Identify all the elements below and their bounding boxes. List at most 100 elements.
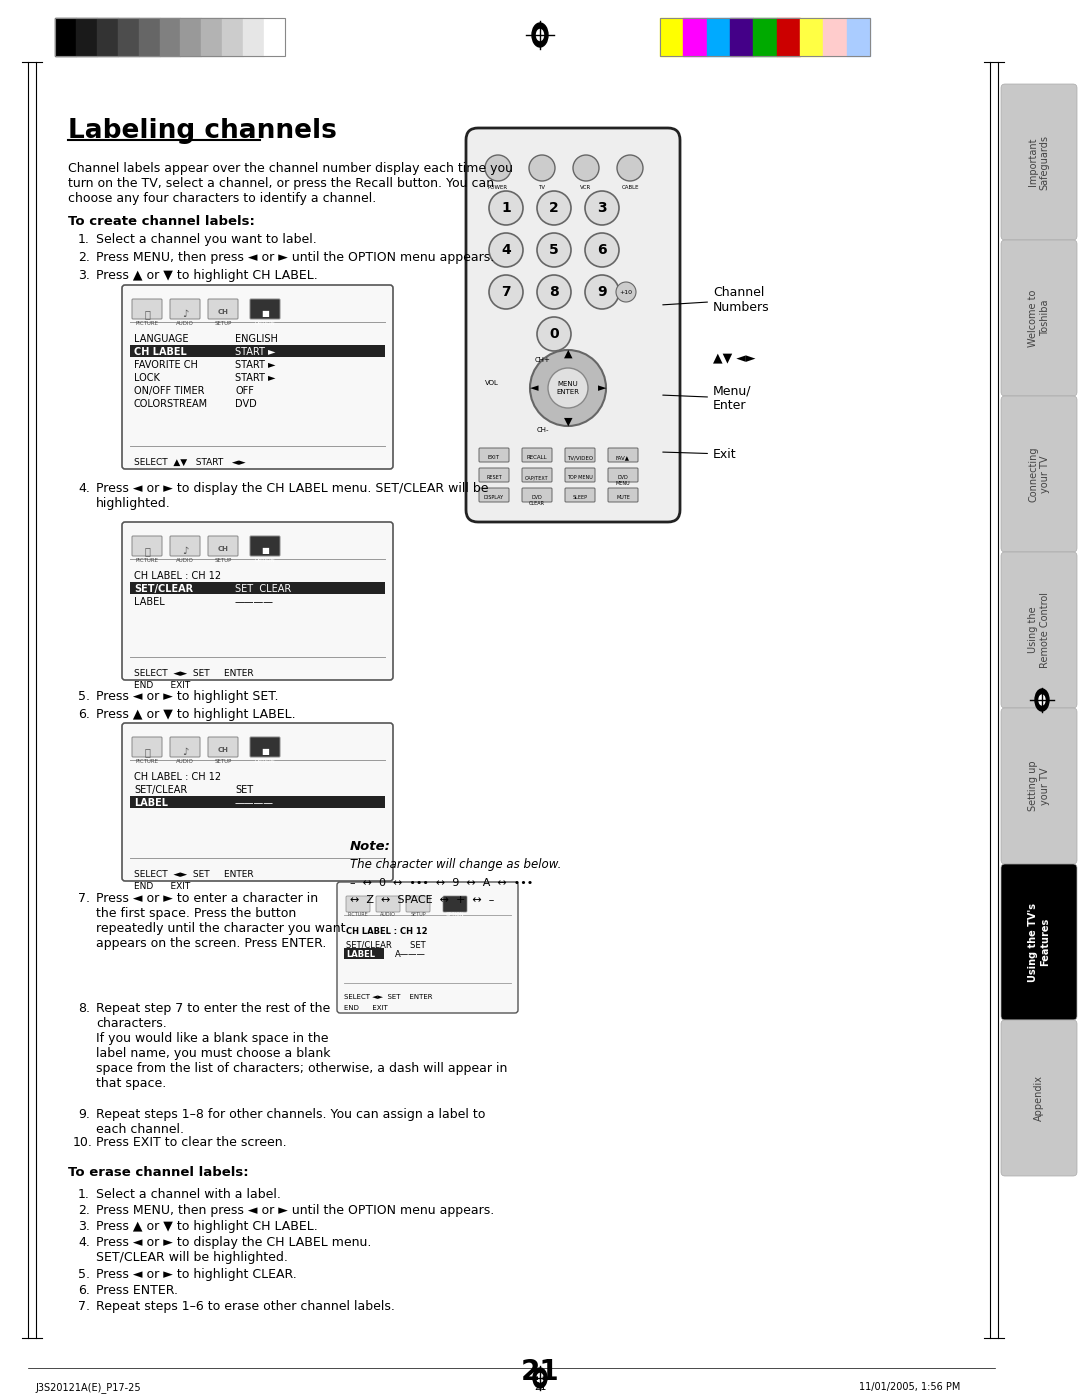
Text: Press MENU, then press ◄ or ► until the OPTION menu appears.: Press MENU, then press ◄ or ► until the … — [96, 1203, 495, 1217]
Text: Press ▲ or ▼ to highlight LABEL.: Press ▲ or ▼ to highlight LABEL. — [96, 708, 296, 720]
Text: CH LABEL : CH 12: CH LABEL : CH 12 — [346, 927, 428, 935]
Text: J3S20121A(E)_P17-25: J3S20121A(E)_P17-25 — [35, 1382, 140, 1393]
Text: Appendix: Appendix — [1034, 1075, 1044, 1121]
Circle shape — [585, 191, 619, 225]
Text: OPTION: OPTION — [255, 321, 275, 327]
Text: 8: 8 — [549, 285, 558, 299]
Text: Press ◄ or ► to highlight CLEAR.: Press ◄ or ► to highlight CLEAR. — [96, 1268, 297, 1282]
Text: ⛰: ⛰ — [144, 546, 150, 556]
Bar — [800, 18, 823, 56]
FancyBboxPatch shape — [170, 737, 200, 757]
Text: ♪: ♪ — [181, 546, 188, 556]
Text: MUTE: MUTE — [616, 496, 630, 500]
Text: Select a channel you want to label.: Select a channel you want to label. — [96, 233, 316, 246]
Text: START ►: START ► — [235, 348, 275, 357]
Text: VCR: VCR — [580, 186, 592, 190]
Text: Select a channel with a label.: Select a channel with a label. — [96, 1188, 281, 1201]
FancyBboxPatch shape — [337, 882, 518, 1013]
Text: Press ◄ or ► to display the CH LABEL menu. SET/CLEAR will be
highlighted.: Press ◄ or ► to display the CH LABEL men… — [96, 482, 488, 510]
FancyBboxPatch shape — [522, 468, 552, 482]
Circle shape — [548, 369, 588, 408]
Text: DVD
CLEAR: DVD CLEAR — [529, 496, 545, 505]
Text: Press ◄ or ► to display the CH LABEL menu.
SET/CLEAR will be highlighted.: Press ◄ or ► to display the CH LABEL men… — [96, 1235, 372, 1263]
Text: SETUP: SETUP — [214, 759, 232, 764]
Text: Note:: Note: — [350, 840, 391, 853]
Text: SELECT  ◄►  SET     ENTER: SELECT ◄► SET ENTER — [134, 669, 254, 678]
Text: AUDIO: AUDIO — [380, 912, 396, 917]
Text: 9: 9 — [597, 285, 607, 299]
FancyBboxPatch shape — [132, 536, 162, 556]
Bar — [130, 345, 384, 357]
FancyBboxPatch shape — [122, 285, 393, 469]
Text: CH: CH — [217, 309, 229, 315]
Circle shape — [537, 233, 571, 267]
Text: PICTURE: PICTURE — [135, 759, 159, 764]
Text: CH LABEL: CH LABEL — [134, 348, 187, 357]
Text: Channel
Numbers: Channel Numbers — [663, 286, 770, 314]
Bar — [345, 948, 384, 959]
Circle shape — [585, 233, 619, 267]
Bar — [243, 18, 265, 56]
Text: AUDIO: AUDIO — [176, 558, 194, 563]
FancyBboxPatch shape — [1001, 240, 1077, 396]
Text: 6: 6 — [597, 243, 607, 257]
Circle shape — [617, 155, 643, 181]
FancyBboxPatch shape — [565, 448, 595, 462]
Text: CH: CH — [217, 546, 229, 551]
Text: Press MENU, then press ◄ or ► until the OPTION menu appears.: Press MENU, then press ◄ or ► until the … — [96, 251, 495, 264]
Bar — [201, 18, 222, 56]
Text: 4.: 4. — [78, 482, 90, 496]
Bar — [130, 582, 384, 595]
Text: 1.: 1. — [78, 233, 90, 246]
Text: Press ◄ or ► to enter a character in
the first space. Press the button
repeatedl: Press ◄ or ► to enter a character in the… — [96, 892, 346, 951]
FancyBboxPatch shape — [170, 536, 200, 556]
Bar — [265, 18, 285, 56]
Text: Labeling channels: Labeling channels — [68, 119, 337, 144]
Text: 4: 4 — [501, 243, 511, 257]
Bar — [97, 18, 118, 56]
Text: Press ◄ or ► to highlight SET.: Press ◄ or ► to highlight SET. — [96, 690, 279, 704]
Text: CH: CH — [217, 747, 229, 752]
Text: Repeat steps 1–8 for other channels. You can assign a label to
each channel.: Repeat steps 1–8 for other channels. You… — [96, 1108, 485, 1136]
Text: CAP/TEXT: CAP/TEXT — [525, 475, 549, 480]
Circle shape — [585, 275, 619, 309]
Text: Repeat steps 1–6 to erase other channel labels.: Repeat steps 1–6 to erase other channel … — [96, 1300, 395, 1314]
FancyBboxPatch shape — [565, 489, 595, 503]
Bar — [660, 18, 870, 56]
Text: SELECT  ◄►  SET     ENTER: SELECT ◄► SET ENTER — [134, 870, 254, 879]
Bar — [55, 18, 285, 56]
Text: LOCK: LOCK — [134, 373, 160, 383]
Text: Menu/
Enter: Menu/ Enter — [663, 384, 752, 412]
Bar — [754, 18, 777, 56]
Text: Using the
Remote Control: Using the Remote Control — [1028, 592, 1050, 669]
Text: END      EXIT: END EXIT — [134, 882, 190, 891]
FancyBboxPatch shape — [1001, 396, 1077, 551]
Circle shape — [489, 233, 523, 267]
Text: ON/OFF TIMER: ON/OFF TIMER — [134, 387, 204, 396]
Text: PICTURE: PICTURE — [348, 912, 368, 917]
FancyBboxPatch shape — [565, 468, 595, 482]
Text: SET/CLEAR: SET/CLEAR — [134, 584, 193, 595]
Text: RESET: RESET — [486, 475, 502, 480]
Bar — [222, 18, 243, 56]
Text: 21: 21 — [534, 1382, 546, 1392]
Text: SET/CLEAR       SET: SET/CLEAR SET — [346, 940, 426, 949]
Bar — [55, 18, 76, 56]
Text: A———: A——— — [395, 951, 426, 959]
Ellipse shape — [534, 1368, 546, 1388]
FancyBboxPatch shape — [443, 896, 467, 912]
Text: Press ENTER.: Press ENTER. — [96, 1284, 178, 1297]
Text: 3.: 3. — [78, 1220, 90, 1233]
Bar — [684, 18, 706, 56]
Text: START ►: START ► — [235, 360, 275, 370]
Circle shape — [537, 317, 571, 350]
Text: CH LABEL : CH 12: CH LABEL : CH 12 — [134, 772, 221, 782]
FancyBboxPatch shape — [608, 489, 638, 503]
Bar — [706, 18, 730, 56]
Circle shape — [573, 155, 599, 181]
Text: AUDIO: AUDIO — [176, 759, 194, 764]
FancyBboxPatch shape — [208, 737, 238, 757]
Text: SET: SET — [235, 785, 253, 794]
Text: COLORSTREAM: COLORSTREAM — [134, 399, 208, 409]
Ellipse shape — [1035, 690, 1049, 711]
